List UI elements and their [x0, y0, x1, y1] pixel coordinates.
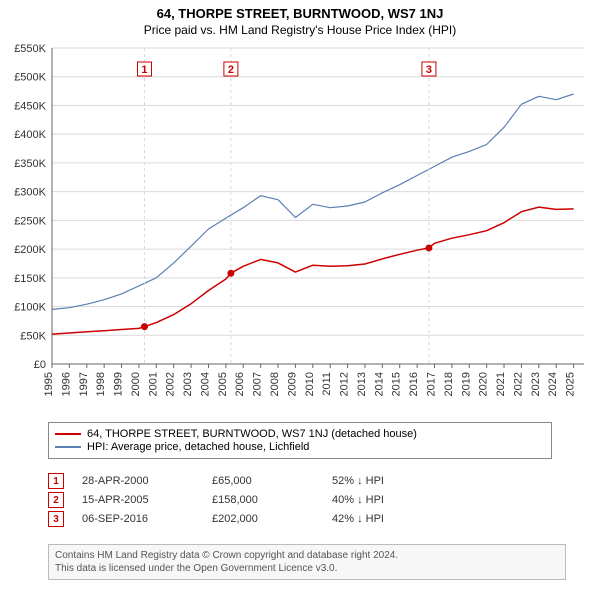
y-tick-label: £200K: [14, 244, 46, 256]
x-tick-label: 1998: [95, 372, 107, 396]
event-date: 15-APR-2005: [82, 494, 212, 506]
event-delta: 40% ↓ HPI: [332, 494, 552, 506]
chart-marker-2: 2: [228, 64, 234, 76]
y-tick-label: £50K: [20, 330, 46, 342]
x-tick-label: 2006: [234, 372, 246, 396]
event-price: £158,000: [212, 494, 332, 506]
x-tick-label: 2020: [478, 372, 490, 396]
x-tick-label: 2010: [304, 372, 316, 396]
y-tick-label: £100K: [14, 302, 46, 314]
x-tick-label: 2023: [530, 372, 542, 396]
y-tick-label: £300K: [14, 187, 46, 199]
x-tick-label: 1995: [43, 372, 55, 396]
x-tick-label: 2019: [460, 372, 472, 396]
x-tick-label: 2012: [339, 372, 351, 396]
legend: 64, THORPE STREET, BURNTWOOD, WS7 1NJ (d…: [48, 422, 552, 459]
chart-container: { "title": "64, THORPE STREET, BURNTWOOD…: [0, 0, 600, 590]
x-tick-label: 2004: [199, 372, 211, 396]
x-tick-label: 2013: [356, 372, 368, 396]
footer-line-2: This data is licensed under the Open Gov…: [55, 562, 559, 575]
event-delta: 42% ↓ HPI: [332, 513, 552, 525]
x-tick-label: 2014: [373, 372, 385, 396]
legend-item: HPI: Average price, detached house, Lich…: [55, 441, 545, 453]
event-date: 28-APR-2000: [82, 475, 212, 487]
event-price: £65,000: [212, 475, 332, 487]
page-subtitle: Price paid vs. HM Land Registry's House …: [0, 21, 600, 37]
y-tick-label: £400K: [14, 129, 46, 141]
x-tick-label: 2025: [565, 372, 577, 396]
event-marker-1: 1: [48, 473, 64, 489]
event-delta: 52% ↓ HPI: [332, 475, 552, 487]
x-tick-label: 2021: [495, 372, 507, 396]
y-tick-label: £550K: [14, 44, 46, 55]
y-tick-label: £150K: [14, 273, 46, 285]
x-tick-label: 2003: [182, 372, 194, 396]
x-tick-label: 2022: [512, 372, 524, 396]
y-tick-label: £350K: [14, 158, 46, 170]
x-tick-label: 2000: [130, 372, 142, 396]
event-row: 3 06-SEP-2016£202,00042% ↓ HPI: [48, 511, 552, 527]
x-tick-label: 2007: [252, 372, 264, 396]
event-row: 2 15-APR-2005£158,00040% ↓ HPI: [48, 492, 552, 508]
legend-label: HPI: Average price, detached house, Lich…: [87, 441, 309, 453]
events-table: 1 28-APR-2000£65,00052% ↓ HPI 2 15-APR-2005…: [48, 470, 552, 530]
x-tick-label: 1997: [78, 372, 90, 396]
event-price: £202,000: [212, 513, 332, 525]
line-chart: £0 £50K £100K £150K £200K £250K £300K £350K £400…: [0, 44, 600, 410]
x-tick-label: 2024: [547, 372, 559, 396]
chart-marker-3: 3: [426, 64, 432, 76]
y-tick-label: £500K: [14, 72, 46, 84]
x-tick-label: 2015: [391, 372, 403, 396]
event-marker-3: 3: [48, 511, 64, 527]
y-tick-label: £250K: [14, 215, 46, 227]
legend-swatch: [55, 446, 81, 448]
x-tick-label: 2009: [286, 372, 298, 396]
page-title: 64, THORPE STREET, BURNTWOOD, WS7 1NJ: [0, 0, 600, 21]
event-marker-2: 2: [48, 492, 64, 508]
x-tick-label: 2017: [425, 372, 437, 396]
x-tick-label: 2011: [321, 372, 333, 396]
legend-item: 64, THORPE STREET, BURNTWOOD, WS7 1NJ (d…: [55, 428, 545, 440]
y-tick-label: £0: [34, 359, 46, 371]
chart-marker-1: 1: [141, 64, 147, 76]
legend-label: 64, THORPE STREET, BURNTWOOD, WS7 1NJ (d…: [87, 428, 417, 440]
x-tick-label: 2005: [217, 372, 229, 396]
event-date: 06-SEP-2016: [82, 513, 212, 525]
footer-attribution: Contains HM Land Registry data © Crown c…: [48, 544, 566, 580]
y-tick-label: £450K: [14, 100, 46, 112]
x-tick-label: 1996: [60, 372, 72, 396]
x-tick-label: 2016: [408, 372, 420, 396]
footer-line-1: Contains HM Land Registry data © Crown c…: [55, 549, 559, 562]
event-row: 1 28-APR-2000£65,00052% ↓ HPI: [48, 473, 552, 489]
x-tick-label: 2002: [165, 372, 177, 396]
x-tick-label: 2018: [443, 372, 455, 396]
x-tick-label: 2001: [147, 372, 159, 396]
legend-swatch: [55, 433, 81, 435]
x-tick-label: 2008: [269, 372, 281, 396]
x-tick-label: 1999: [113, 372, 125, 396]
